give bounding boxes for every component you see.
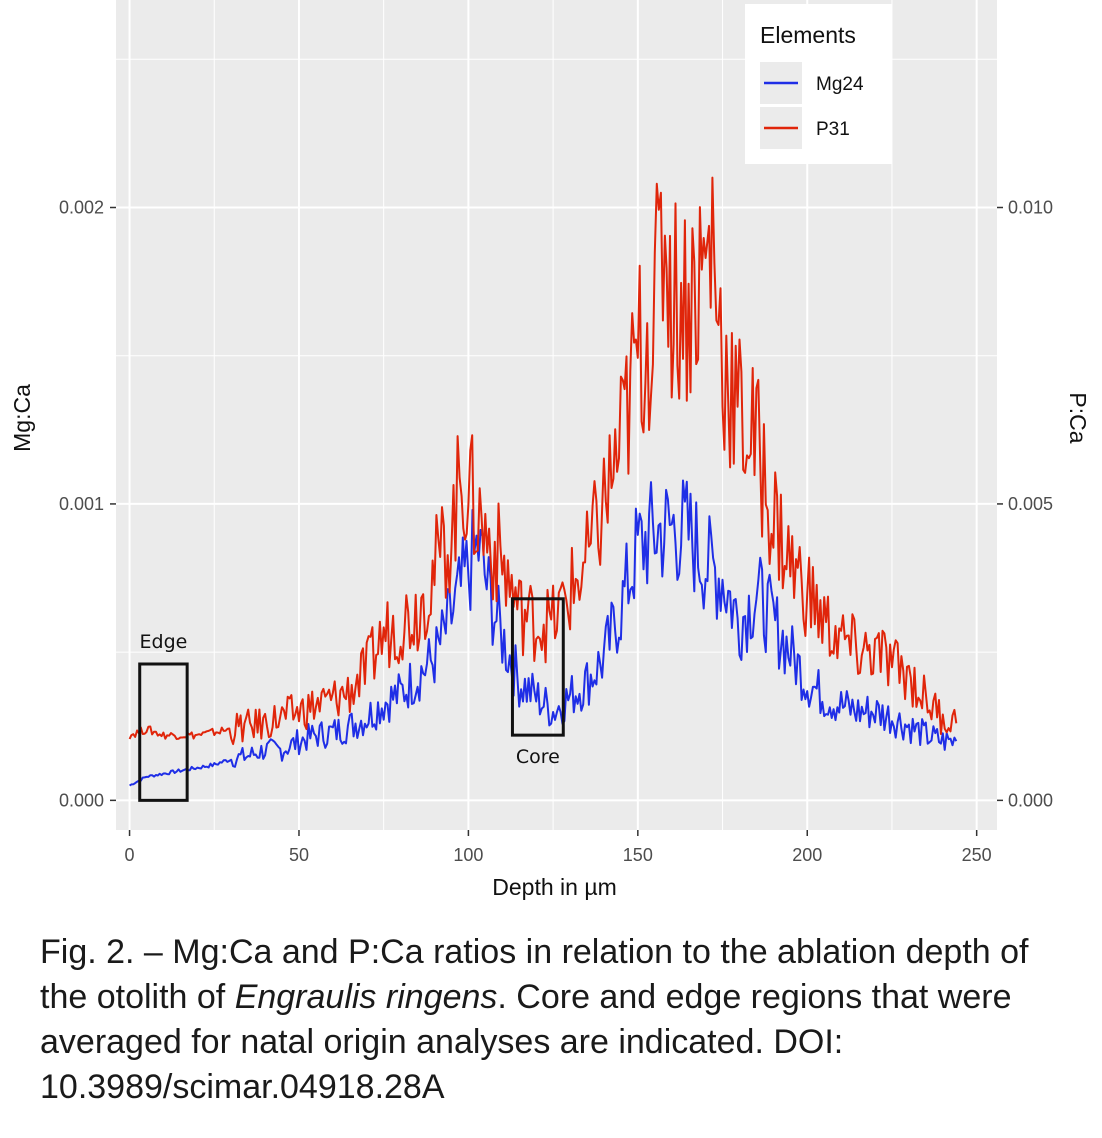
y-right-tick-label: 0.010 xyxy=(1008,198,1053,218)
dual-axis-line-chart: Edge Core 0 50 100 150 200 250 0.000 0.001 0.002 0.… xyxy=(9,0,1091,900)
legend-label-p31: P31 xyxy=(816,119,850,140)
y-left-tick-label: 0.000 xyxy=(59,790,104,810)
caption-prefix: Fig. 2. – Mg:Ca and P:Ca ratios in relat… xyxy=(40,933,1029,1016)
series-line-p31 xyxy=(128,176,958,746)
x-tick-label: 200 xyxy=(792,845,822,865)
x-tick-label: 250 xyxy=(962,845,992,865)
annotation-label-core: Core xyxy=(516,746,560,768)
caption-species: Engraulis ringens xyxy=(234,978,498,1016)
y-right-axis-title: P:Ca xyxy=(1065,392,1091,443)
annotation-box-core xyxy=(510,597,565,737)
legend-title: Elements xyxy=(760,22,856,48)
y-right-tick-label: 0.000 xyxy=(1008,790,1053,810)
y-left-tick-label: 0.002 xyxy=(59,198,104,218)
figure-caption: Fig. 2. – Mg:Ca and P:Ca ratios in relat… xyxy=(40,930,1080,1110)
x-tick-label: 150 xyxy=(623,845,653,865)
x-tick-label: 50 xyxy=(289,845,309,865)
legend-label-mg24: Mg24 xyxy=(816,74,864,95)
annotation-label-edge: Edge xyxy=(140,631,188,653)
series-line-mg24 xyxy=(129,479,958,787)
caption-suffix: . Core and edge regions that were averag… xyxy=(40,978,1012,1106)
y-left-axis-title: Mg:Ca xyxy=(9,384,35,452)
x-axis-title: Depth in µm xyxy=(492,874,616,900)
y-left-tick-label: 0.001 xyxy=(59,494,104,514)
y-right-tick-label: 0.005 xyxy=(1008,494,1053,514)
x-tick-label: 100 xyxy=(453,845,483,865)
x-tick-label: 0 xyxy=(125,845,135,865)
annotation-box-edge xyxy=(138,662,189,802)
